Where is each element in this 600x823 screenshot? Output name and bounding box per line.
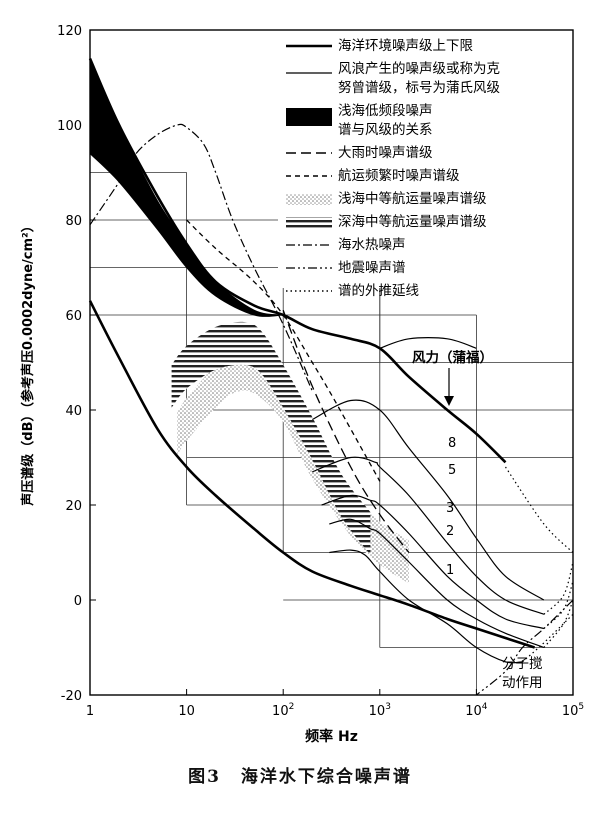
wind-curve-8 bbox=[312, 399, 545, 601]
axes: -20 0 20 40 60 80 100 120 1 10 102 103 104 105 频率 Hz 声压… bbox=[20, 24, 584, 745]
y-tick-label: 120 bbox=[57, 24, 82, 39]
extrapolation-curve bbox=[522, 613, 574, 663]
plot-area bbox=[88, 57, 574, 696]
seismic-curve bbox=[89, 123, 313, 392]
wind-curve-2 bbox=[329, 518, 545, 649]
legend-label: 大雨时噪声谱级 bbox=[338, 145, 433, 161]
upper-limit-curve bbox=[88, 57, 507, 464]
wind-curve-5 bbox=[312, 456, 545, 615]
wind-force-label: 风力（蒲福） bbox=[412, 349, 493, 366]
y-tick-label: 100 bbox=[57, 119, 82, 134]
deep-shipping-band bbox=[171, 321, 371, 555]
wind-curve-top bbox=[379, 337, 477, 349]
x-tick-label: 102 bbox=[272, 702, 294, 719]
figure-title: 海洋水下综合噪声谱 bbox=[240, 767, 412, 787]
plot-frame bbox=[89, 29, 574, 696]
legend-label: 谱的外推延线 bbox=[338, 283, 419, 299]
wind-number-label: 2 bbox=[446, 524, 454, 539]
molecular-agitation-label: 动作用 bbox=[502, 675, 543, 691]
legend-label: 深海中等航运量噪声谱级 bbox=[338, 213, 487, 230]
legend-label: 航运频繁时噪声谱级 bbox=[338, 168, 460, 184]
legend-label: 谱与风级的关系 bbox=[338, 122, 433, 138]
legend-label: 风浪产生的噪声级或称为克 bbox=[338, 61, 500, 77]
wind-force-arrowhead bbox=[444, 396, 454, 406]
legend-swatch bbox=[286, 194, 332, 205]
x-tick-exponent: 4 bbox=[482, 702, 488, 712]
legend-swatch bbox=[286, 108, 332, 126]
heavy-shipping-curve bbox=[186, 219, 381, 482]
figure-number: 图3 bbox=[188, 767, 221, 787]
wind-curve-3 bbox=[321, 494, 545, 630]
legend-label: 海洋环境噪声级上下限 bbox=[338, 38, 473, 54]
wind-number-label: 1 bbox=[446, 563, 454, 578]
y-tick-label: 0 bbox=[74, 594, 82, 609]
y-tick-label: 60 bbox=[65, 309, 82, 324]
x-tick-label: 105 bbox=[562, 702, 584, 719]
legend: 海洋环境噪声级上下限风浪产生的噪声级或称为克努曾谱级，标号为蒲氏风级浅海低频段噪… bbox=[278, 36, 570, 299]
wind-number-label: 3 bbox=[446, 501, 454, 516]
legend-swatch bbox=[286, 217, 332, 228]
x-tick-label: 103 bbox=[369, 702, 391, 719]
thermal-noise-curve bbox=[476, 599, 574, 696]
x-tick-exponent: 3 bbox=[385, 702, 391, 712]
y-tick-label: 80 bbox=[65, 214, 82, 229]
extrapolation-curve bbox=[543, 580, 574, 629]
legend-label: 地震噪声谱 bbox=[338, 260, 406, 276]
legend-label: 海水热噪声 bbox=[338, 237, 406, 253]
legend-label: 浅海低频段噪声 bbox=[338, 103, 433, 119]
x-tick-label: 104 bbox=[465, 702, 488, 719]
extrapolation-curve bbox=[543, 561, 574, 615]
wind-number-label: 8 bbox=[448, 436, 456, 451]
extrapolation-curve bbox=[505, 466, 574, 553]
wind-number-label: 5 bbox=[448, 463, 456, 478]
x-tick-label: 10 bbox=[178, 704, 195, 719]
heavy-rain-curve bbox=[282, 309, 410, 553]
x-tick-exponent: 2 bbox=[289, 702, 295, 712]
x-tick-label: 1 bbox=[86, 704, 94, 719]
legend-background bbox=[278, 36, 570, 288]
y-tick-label: 20 bbox=[65, 499, 82, 514]
y-axis-label: 声压谱级（dB）（参考声压0.0002dyne/cm²） bbox=[20, 219, 36, 506]
legend-label: 浅海中等航运量噪声谱级 bbox=[338, 190, 487, 207]
x-tick-exponent: 5 bbox=[578, 702, 584, 712]
x-axis-label: 频率 Hz bbox=[305, 728, 358, 745]
y-tick-label: -20 bbox=[61, 689, 82, 704]
legend-label: 努曾谱级，标号为蒲氏风级 bbox=[338, 80, 500, 96]
extrapolation-curve bbox=[543, 599, 574, 648]
wind-curve-1 bbox=[329, 549, 523, 664]
y-tick-label: 40 bbox=[65, 404, 82, 419]
figure-caption: 图3 海洋水下综合噪声谱 bbox=[0, 762, 600, 787]
molecular-agitation-label: 分子搅 bbox=[502, 656, 543, 672]
lower-limit-curve bbox=[88, 300, 536, 649]
